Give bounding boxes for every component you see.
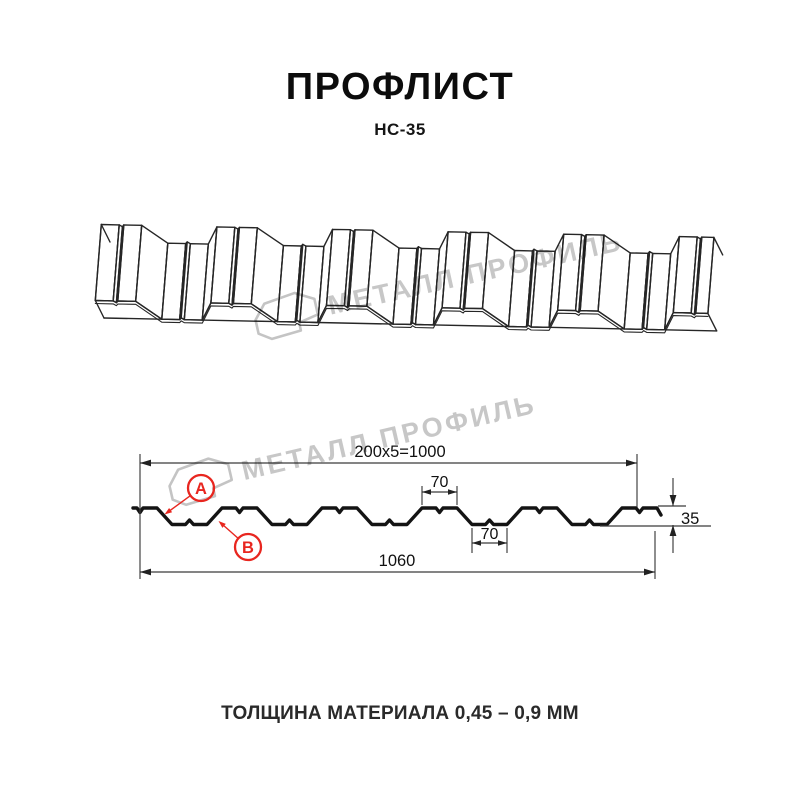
page-title: ПРОФЛИСТ (285, 66, 515, 108)
callout-b-letter: B (242, 539, 254, 557)
dim-working-width: 200x5=1000 (354, 443, 445, 461)
callout-a-letter: A (195, 480, 207, 498)
profile-model: НС-35 (374, 120, 426, 139)
dim-trough-width: 70 (481, 526, 499, 543)
dim-profile-height: 35 (681, 510, 699, 528)
watermark-lower: МЕТАЛЛ ПРОФИЛЬ (168, 389, 539, 507)
dim-overall-width: 1060 (379, 552, 416, 570)
dimensions: 200x5=1000 70 70 35 1060 (139, 443, 711, 579)
sheet-3d-drawing (94, 223, 724, 334)
watermark-brand-text: МЕТАЛЛ ПРОФИЛЬ (239, 389, 539, 486)
section-2d-profile (131, 506, 663, 527)
callout-b: B (218, 521, 263, 562)
metal-profile-logo-icon (168, 457, 234, 507)
dim-crest-width: 70 (431, 474, 449, 491)
callout-a: A (164, 473, 216, 515)
thickness-note: ТОЛЩИНА МАТЕРИАЛА 0,45 – 0,9 ММ (221, 703, 579, 724)
metal-profile-logo-icon (254, 291, 320, 341)
